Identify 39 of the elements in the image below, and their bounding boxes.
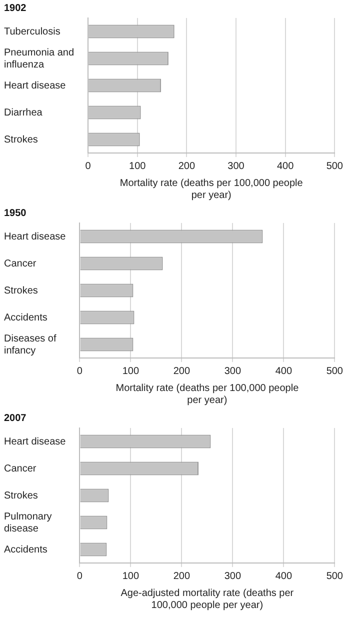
y-tick-label: Diseases of infancy: [4, 333, 56, 356]
x-tick-label: 400: [275, 366, 292, 377]
y-tick-label: Heart disease: [4, 231, 66, 242]
x-axis-title: Mortality rate (deaths per 100,000 people per year): [116, 382, 300, 406]
x-tick-label: 0: [76, 570, 83, 582]
y-tick-label: Cancer: [4, 463, 37, 474]
x-tick-label: 300: [224, 570, 242, 582]
y-tick-label: Pneumonia and influenza: [4, 47, 74, 70]
y-tick-label: Accidents: [4, 544, 48, 556]
y-tick-label: Strokes: [4, 134, 38, 146]
x-axis-title: Mortality rate (deaths per 100,000 people per year): [120, 178, 304, 201]
x-tick-label: 100: [122, 366, 140, 377]
x-tick-label: 0: [76, 366, 83, 377]
chart-title: 1902: [4, 2, 27, 14]
y-tick-label: Strokes: [4, 490, 38, 502]
y-tick-label: Strokes: [4, 285, 38, 296]
x-tick-label: 400: [276, 160, 294, 172]
y-tick-label: Accidents: [4, 312, 48, 324]
y-tick-label: Heart disease: [4, 436, 66, 448]
x-tick-label: 300: [228, 160, 245, 172]
x-tick-label: 200: [173, 366, 190, 377]
y-tick-label: Heart disease: [4, 80, 66, 92]
x-tick-label: 100: [129, 160, 146, 172]
x-axis-title: Age-adjusted mortality rate (deaths per 100,000 people per year): [120, 588, 294, 611]
y-tick-label: Tuberculosis: [4, 26, 60, 38]
x-tick-label: 500: [326, 570, 344, 582]
x-tick-label: 400: [275, 570, 292, 582]
x-tick-label: 200: [173, 570, 190, 582]
x-tick-label: 300: [224, 366, 242, 377]
x-tick-label: 0: [85, 160, 92, 172]
y-tick-label: Cancer: [4, 258, 37, 270]
x-tick-label: 500: [326, 160, 344, 172]
x-tick-label: 500: [326, 366, 344, 377]
y-tick-label: Diarrhea: [4, 107, 43, 118]
y-tick-label: Pulmonary disease: [4, 511, 52, 534]
chart-title: 2007: [4, 412, 27, 424]
chart-title: 1950: [4, 208, 27, 219]
x-tick-label: 100: [122, 570, 140, 582]
x-tick-label: 200: [178, 160, 196, 172]
